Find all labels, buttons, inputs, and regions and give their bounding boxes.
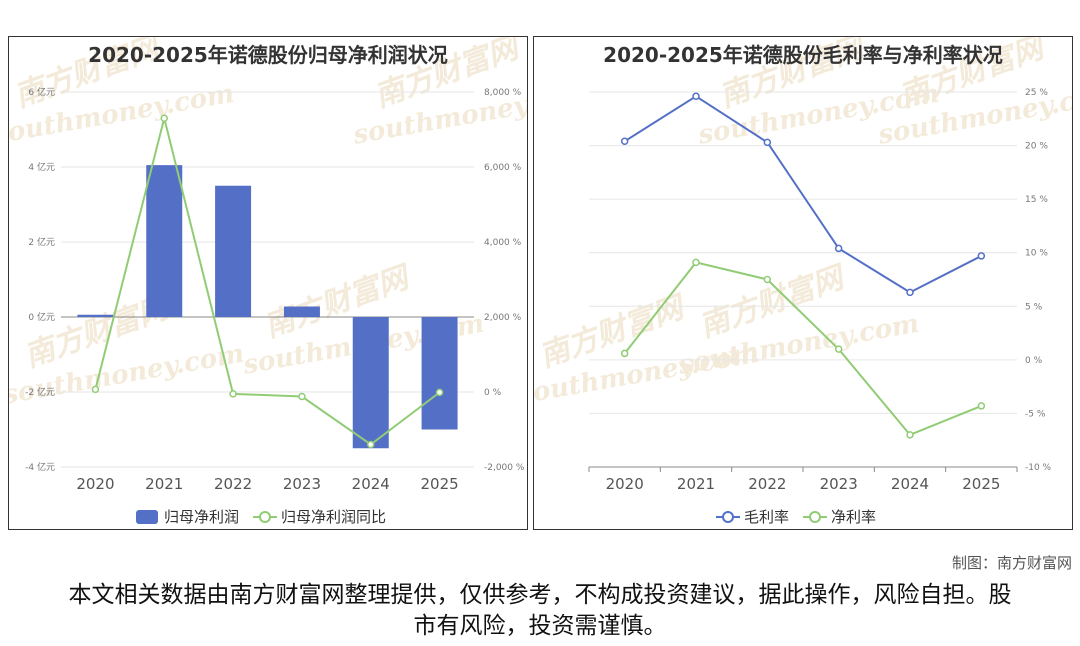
legend-swatch-marker	[809, 511, 821, 523]
yoy-point-2020	[91, 385, 100, 394]
y-tick-label-right: 6,000 %	[484, 163, 522, 173]
gross-margin-point-2025	[977, 252, 986, 260]
chart-credit: 制图：南方财富网	[951, 554, 1072, 572]
y-tick-label-right: -2,000 %	[484, 463, 525, 473]
margin-chart-svg: 南方财富网southmoney.com南方财富网southmoney.com南方…	[534, 37, 1072, 526]
y-tick-label-left: -4 亿元	[25, 461, 55, 473]
legend-label: 归母净利润同比	[281, 508, 386, 526]
bar-2023	[283, 306, 320, 317]
y-tick-label-right: 20 %	[1025, 142, 1048, 152]
net-profit-chart: 南方财富网 southmoney.com 南方财富网 southmoney.com 南方…	[8, 36, 528, 530]
x-tick-label: 2025	[962, 475, 1000, 493]
net-margin-point-2025	[977, 402, 986, 410]
y-tick-label-right: -10 %	[1025, 463, 1052, 473]
margin-chart-title: 2020-2025年诺德股份毛利率与净利率状况	[603, 43, 1003, 67]
net-margin-point-2020	[620, 349, 629, 358]
legend-swatch-marker	[722, 511, 734, 523]
gross-margin-point-2023	[834, 244, 843, 253]
y-tick-label-left: 4 亿元	[28, 161, 55, 173]
x-tick-label: 2025	[420, 475, 458, 493]
net-margin-point-2023	[834, 345, 843, 353]
gross-margin-point-2024	[906, 288, 914, 297]
y-tick-label-left: 6 亿元	[28, 86, 55, 98]
series-line-net-margin	[623, 261, 982, 437]
y-tick-label-right: 0 %	[1025, 356, 1043, 366]
x-tick-label: 2023	[820, 475, 858, 493]
yoy-point-2022	[229, 390, 237, 398]
legend-swatch-bar	[136, 510, 158, 524]
x-tick-label: 2021	[677, 475, 715, 493]
x-tick-label: 2020	[606, 475, 644, 493]
net-margin-point-2022	[763, 275, 772, 284]
series-line-gross-margin	[624, 95, 982, 294]
net-margin-point-2024	[906, 431, 914, 439]
y-tick-label-right: 8,000 %	[484, 88, 522, 98]
y-tick-label-right: 0 %	[484, 388, 502, 398]
y-tick-label-left: 2 亿元	[28, 236, 55, 248]
y-tick-label-left: -2 亿元	[25, 386, 55, 398]
y-tick-label-left: 0 亿元	[28, 311, 55, 323]
net-margin-point-2021	[692, 258, 700, 267]
x-tick-label: 2023	[283, 475, 321, 493]
net-profit-chart-svg: 南方财富网southmoney.com南方财富网southmoney.com南方…	[9, 37, 527, 526]
legend-swatch-marker	[259, 511, 271, 523]
y-tick-label-right: 5 %	[1025, 302, 1043, 312]
disclaimer-text: 本文相关数据由南方财富网整理提供，仅供参考，不构成投资建议，据此操作，风险自担。…	[68, 582, 1012, 639]
y-tick-label-right: 15 %	[1025, 195, 1048, 205]
y-tick-label-right: -5 %	[1025, 409, 1046, 419]
margin-chart: 南方财富网 southmoney.com 南方财富网 southmoney.com 南方…	[533, 36, 1073, 530]
legend-label: 净利率	[831, 508, 876, 526]
legend-label: 归母净利润	[164, 508, 239, 526]
x-tick-label: 2024	[352, 475, 390, 493]
x-tick-label: 2022	[214, 475, 252, 493]
y-tick-label-right: 4,000 %	[484, 238, 522, 248]
yoy-point-2023	[298, 392, 306, 401]
x-tick-label: 2022	[748, 475, 786, 493]
net-profit-chart-title: 2020-2025年诺德股份归母净利润状况	[88, 43, 448, 67]
yoy-point-2025	[435, 388, 444, 397]
legend-label: 毛利率	[744, 508, 789, 526]
y-tick-label-right: 10 %	[1025, 249, 1048, 259]
yoy-line	[94, 118, 441, 446]
x-tick-label: 2021	[145, 475, 183, 493]
bar-2020	[77, 314, 114, 317]
yoy-point-2021	[160, 114, 168, 122]
y-tick-label-right: 2,000 %	[484, 313, 522, 323]
gross-margin-point-2022	[763, 138, 772, 147]
bar-2022	[215, 185, 252, 317]
gross-margin-point-2021	[692, 92, 700, 101]
x-tick-label: 2024	[891, 475, 929, 493]
x-tick-label: 2020	[76, 475, 114, 493]
bar-2021	[146, 165, 183, 317]
bar-2025	[421, 317, 458, 430]
yoy-point-2024	[367, 440, 375, 449]
gross-margin-point-2020	[620, 137, 629, 146]
y-tick-label-right: 25 %	[1025, 88, 1048, 98]
bar-2024	[352, 317, 389, 449]
